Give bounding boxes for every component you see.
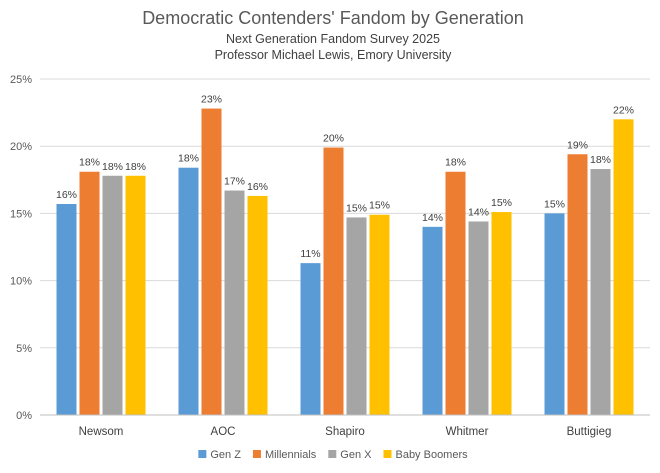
legend-swatch [328, 450, 337, 458]
x-tick-label: Buttigieg [567, 426, 612, 438]
data-label: 16% [56, 189, 77, 201]
bar [445, 171, 466, 415]
bar [247, 195, 268, 415]
chart-title: Democratic Contenders' Fandom by Generat… [142, 8, 524, 28]
bar [567, 154, 588, 415]
bar [369, 214, 390, 415]
chart-subtitle-2: Professor Michael Lewis, Emory Universit… [215, 48, 453, 62]
bars [56, 108, 634, 416]
legend-label: Gen X [340, 449, 372, 461]
x-tick-label: Whitmer [446, 426, 489, 438]
data-label: 18% [590, 154, 611, 166]
x-tick-label: Newsom [79, 426, 124, 438]
data-label: 15% [369, 200, 390, 212]
data-label: 16% [247, 181, 268, 193]
bar [346, 217, 367, 415]
bar [125, 175, 146, 415]
data-label: 17% [224, 176, 245, 188]
data-label: 18% [445, 157, 466, 169]
bar [102, 175, 123, 415]
bar [544, 213, 565, 415]
data-label: 18% [79, 157, 100, 169]
bar [590, 169, 611, 415]
data-label: 11% [300, 248, 320, 260]
y-tick-label: 25% [10, 74, 32, 86]
y-tick-label: 15% [10, 208, 32, 220]
legend-swatch [252, 450, 261, 458]
bar [491, 212, 512, 415]
axes: 0% 5% 10% 15% 20% 25% Newsom AOC Shapiro Whitmer B… [10, 74, 650, 438]
chart-subtitle-1: Next Generation Fandom Survey 2025 [226, 32, 440, 46]
data-label: 15% [491, 197, 512, 209]
y-tick-label: 20% [10, 141, 32, 153]
legend: Gen Z Millennials Gen X Baby Boomers [198, 449, 468, 461]
x-tick-label: AOC [211, 426, 236, 438]
legend-swatch [383, 450, 392, 458]
data-label: 14% [422, 212, 443, 224]
bar [178, 167, 199, 415]
x-tick-label: Shapiro [325, 426, 365, 438]
data-label: 14% [468, 206, 489, 218]
bar [56, 203, 77, 415]
data-label: 20% [323, 133, 344, 145]
data-label: 15% [346, 202, 367, 214]
data-labels: 16%18% 18% 18%18%23%17% 16%11%20%15% 15%14%1… [56, 94, 634, 261]
data-label: 19% [567, 139, 588, 151]
bar [422, 226, 443, 415]
y-tick-label: 10% [10, 276, 32, 288]
bar [224, 190, 245, 415]
y-tick-label: 5% [16, 343, 32, 355]
bar [201, 108, 222, 416]
data-label: 23% [201, 94, 222, 106]
legend-swatch [198, 450, 207, 458]
bar [613, 119, 634, 415]
data-label: 22% [613, 104, 634, 116]
data-label: 18% [102, 161, 123, 173]
data-label: 18% [125, 161, 146, 173]
data-label: 15% [544, 198, 565, 210]
bar [323, 147, 344, 415]
legend-label: Baby Boomers [395, 449, 468, 461]
legend-label: Millennials [265, 449, 317, 461]
legend-label: Gen Z [210, 449, 241, 461]
data-label: 18% [178, 153, 199, 165]
bar [79, 171, 100, 415]
bar [300, 263, 321, 415]
y-tick-label: 0% [16, 410, 32, 422]
bar [468, 221, 489, 415]
